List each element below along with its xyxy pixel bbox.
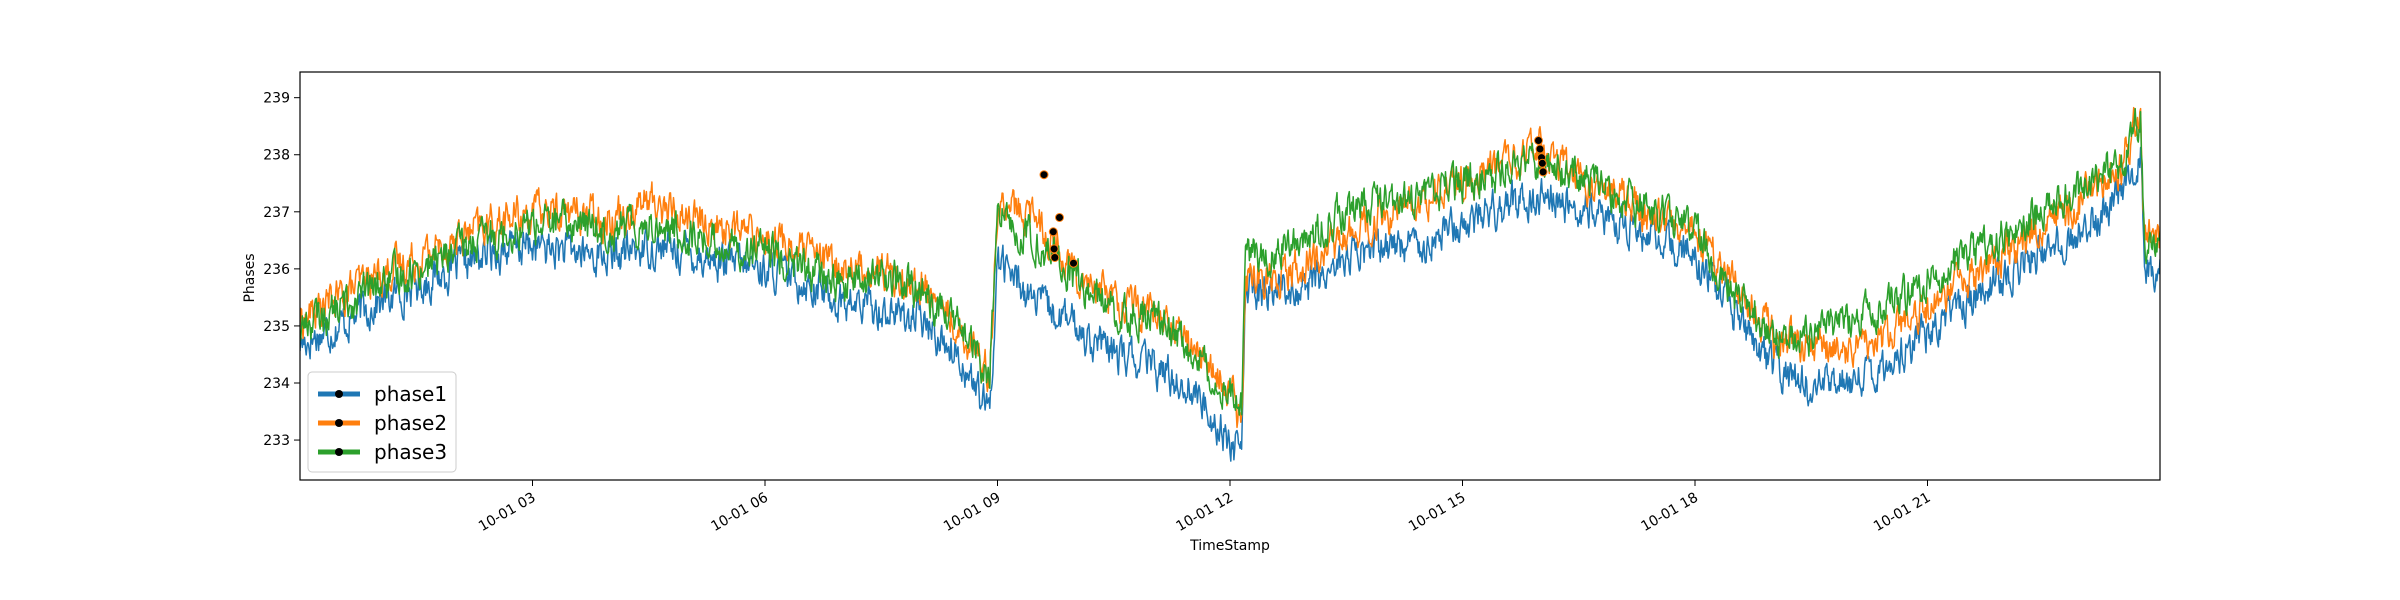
y-tick-label: 238 — [263, 148, 290, 164]
marked-point — [1048, 227, 1058, 237]
y-tick-label: 235 — [263, 319, 290, 335]
legend-marker — [335, 448, 343, 456]
marked-point — [1537, 158, 1547, 168]
series-line-phase3 — [300, 107, 2160, 416]
legend-label-phase3: phase3 — [374, 440, 447, 464]
legend-box — [307, 371, 457, 473]
y-axis: 233 234 235 236 237 238 239 — [263, 91, 300, 449]
y-tick-label: 239 — [263, 91, 290, 107]
marked-point — [1039, 170, 1049, 180]
marked-point — [1069, 258, 1078, 268]
y-tick-label: 234 — [263, 376, 290, 392]
x-axis-label: TimeStamp — [1189, 538, 1270, 554]
marked-point — [1055, 213, 1064, 222]
marked-point — [1050, 253, 1060, 262]
series-layer — [300, 106, 2160, 462]
y-tick-label: 233 — [263, 433, 290, 449]
marked-point — [1049, 244, 1059, 254]
series-line-phase1 — [300, 146, 2160, 462]
legend-label-phase2: phase2 — [374, 411, 447, 435]
y-tick-label: 236 — [263, 262, 290, 278]
legend-label-phase1: phase1 — [374, 382, 447, 406]
y-axis-label: Phases — [242, 253, 258, 302]
marked-point — [1535, 144, 1545, 154]
marked-point — [1534, 136, 1543, 145]
legend: phase1 phase2 phase3 — [307, 371, 457, 473]
y-tick-label: 237 — [263, 205, 290, 221]
marked-points-layer — [1039, 136, 1548, 268]
marked-point — [1538, 167, 1548, 177]
legend-marker — [335, 419, 343, 427]
legend-marker — [335, 390, 343, 398]
